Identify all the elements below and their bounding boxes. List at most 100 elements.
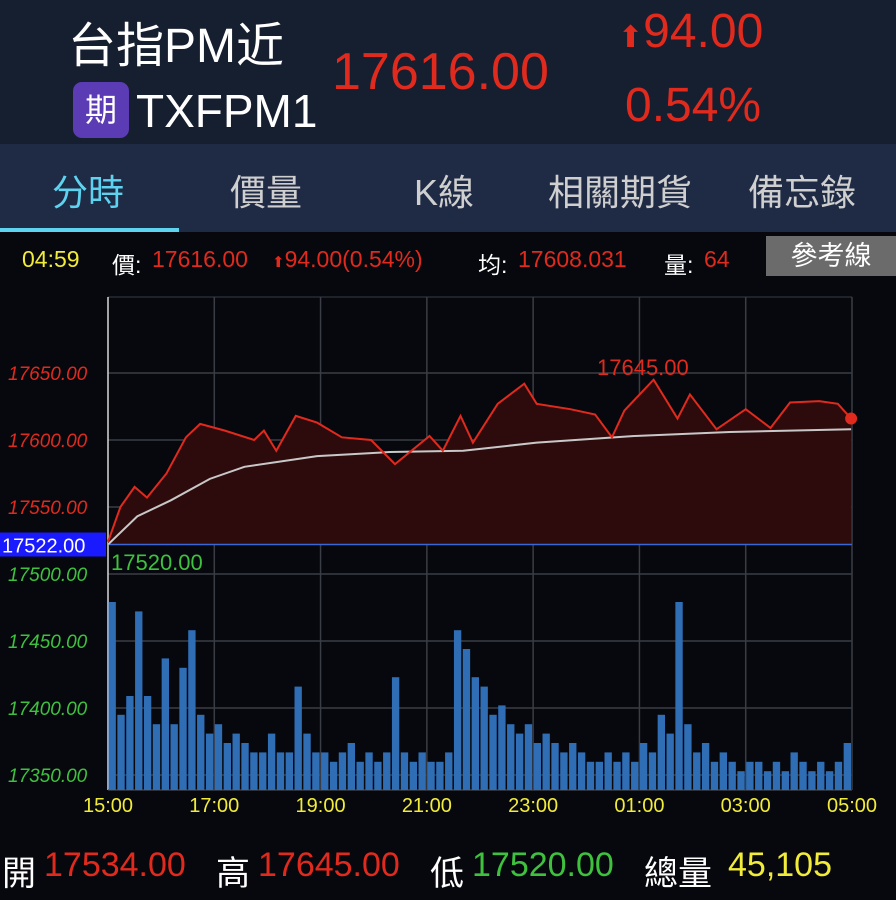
x-tick-label: 15:00 [83, 795, 133, 817]
open-value: 17534.00 [44, 846, 186, 884]
volume-bar [542, 733, 550, 790]
tab-memo[interactable]: 備忘錄 [748, 172, 857, 213]
volume-bar [790, 752, 798, 790]
volume-bar [374, 761, 382, 790]
volume-bar [427, 761, 435, 790]
volume-bar [666, 733, 674, 790]
volume-bar [462, 649, 471, 790]
y-tick-label: 17650.00 [8, 364, 88, 385]
volume-bar [737, 771, 745, 790]
volume-bar [684, 724, 692, 790]
y-tick-label: 17500.00 [8, 565, 88, 586]
volume-bar [391, 677, 400, 790]
volume-bar [347, 743, 355, 790]
volume-bar [303, 733, 311, 790]
reference-line-button[interactable]: 參考線 [766, 236, 896, 276]
volume-bar [179, 667, 187, 790]
volume-bar [577, 752, 586, 790]
tab-k-line[interactable]: K線 [414, 172, 475, 213]
x-tick-label: 23:00 [508, 795, 558, 817]
volume-bar [710, 761, 719, 790]
volume-bar [365, 752, 373, 790]
crosshair-info-bar: 04:59 價: 17616.00 ⬆94.00(0.54%) 均: 17608… [0, 236, 896, 280]
volume-bar [648, 752, 657, 790]
y-tick-label: 17350.00 [8, 766, 88, 787]
volume-bar [383, 752, 391, 790]
volume-bar [205, 733, 214, 790]
y-tick-label: 17400.00 [8, 699, 88, 720]
total-volume-value: 45,105 [728, 846, 832, 884]
instrument-code: TXFPM1 [136, 85, 318, 137]
high-value: 17645.00 [258, 846, 400, 884]
volume-bar [108, 602, 116, 790]
y-tick-label: 17550.00 [8, 498, 88, 519]
info-price-label: 價: [112, 252, 142, 278]
y-tick-label: 17450.00 [8, 632, 88, 653]
low-annotation: 17520.00 [111, 550, 203, 575]
volume-bar [152, 724, 161, 790]
volume-bar [161, 658, 169, 790]
volume-bar [746, 761, 754, 790]
volume-bar [250, 752, 258, 790]
volume-bar [471, 677, 479, 790]
volume-bar [595, 761, 603, 790]
info-vol: 64 [704, 246, 730, 272]
volume-bar [143, 696, 152, 790]
volume-bar [604, 752, 612, 790]
info-avg-label: 均: [478, 252, 508, 278]
volume-bar [445, 752, 453, 790]
volume-bar [223, 743, 231, 790]
futures-badge: 期 [73, 82, 129, 138]
tab-intraday[interactable]: 分時 [52, 172, 125, 213]
volume-bar [799, 761, 807, 790]
volume-bar [834, 761, 843, 790]
volume-bar [498, 705, 506, 790]
price-area [108, 379, 852, 545]
volume-bar [117, 714, 125, 790]
volume-bar [285, 752, 293, 790]
volume-bar [126, 696, 134, 790]
reference-label: 17522.00 [2, 536, 85, 558]
volume-bar [188, 630, 196, 790]
average-price-line [107, 428, 852, 546]
low-label: 低 [430, 855, 464, 893]
volume-bar [808, 771, 816, 790]
info-avg: 17608.031 [518, 246, 627, 272]
volume-bar [329, 761, 338, 790]
y-tick-label: 17600.00 [8, 431, 88, 452]
volume-bar [551, 743, 559, 790]
volume-bar [232, 733, 240, 790]
info-time: 04:59 [22, 246, 80, 272]
volume-bar [400, 752, 409, 790]
volume-bar [170, 724, 178, 790]
last-price-dot [845, 412, 858, 425]
open-label: 開 [2, 855, 36, 893]
volume-bar [693, 752, 701, 790]
volume-bar [489, 714, 497, 790]
active-tab-indicator [0, 228, 179, 232]
high-annotation: 17645.00 [597, 355, 689, 380]
volume-bar [214, 724, 223, 790]
volume-bar [763, 771, 772, 790]
info-price: 17616.00 [152, 246, 248, 272]
tab-related-futures[interactable]: 相關期貨 [548, 172, 693, 213]
volume-bar [356, 761, 364, 790]
volume-bar [409, 761, 417, 790]
tab-price-volume[interactable]: 價量 [230, 172, 303, 213]
volume-bar [276, 752, 285, 790]
last-price: 17616.00 [332, 43, 549, 101]
volume-bar [533, 743, 541, 790]
instrument-name: 台指PM近 [68, 20, 285, 73]
volume-bar [843, 743, 851, 790]
quote-header: 台指PM近 期 TXFPM1 17616.00 ⬆94.00 0.54% [0, 0, 896, 144]
volume-bar [197, 714, 205, 790]
volume-bar [312, 752, 320, 790]
volume-bar [321, 752, 329, 790]
volume-bar [781, 771, 789, 790]
volume-bar [453, 630, 462, 790]
x-tick-label: 05:00 [827, 795, 877, 817]
x-tick-label: 21:00 [402, 795, 452, 817]
volume-bar [436, 761, 444, 790]
volume-bar [480, 686, 488, 790]
